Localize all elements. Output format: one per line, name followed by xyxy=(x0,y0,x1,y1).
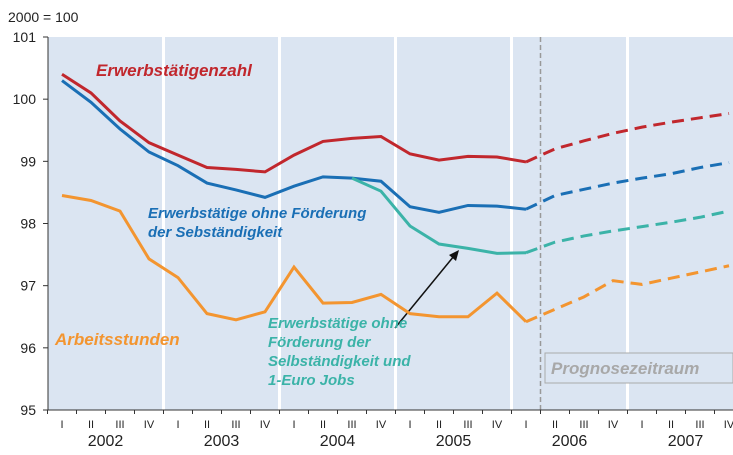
x-tick-label: IV xyxy=(492,419,503,431)
y-tick-label: 95 xyxy=(20,402,36,418)
x-tick-label: I xyxy=(176,419,179,431)
series-line xyxy=(61,194,528,323)
year-label: 2007 xyxy=(668,433,704,450)
series-line xyxy=(61,73,527,174)
y-tick-label: 96 xyxy=(20,340,36,356)
x-tick-label: II xyxy=(320,419,326,431)
x-tick-label: I xyxy=(60,419,63,431)
series-line xyxy=(61,79,527,214)
x-tick-label: II xyxy=(88,419,94,431)
year-label: 2005 xyxy=(436,433,472,450)
unit-label: 2000 = 100 xyxy=(8,9,79,25)
annotation-arrow xyxy=(394,255,455,329)
arrow-head xyxy=(449,250,459,261)
x-tick-label: III xyxy=(695,419,704,431)
x-tick-label: II xyxy=(668,419,674,431)
x-tick-label: III xyxy=(231,419,240,431)
forecast-label: Prognosezeitraum xyxy=(551,359,699,378)
y-tick-label: 97 xyxy=(20,278,36,294)
y-tick-label: 101 xyxy=(13,29,37,45)
y-tick-label: 98 xyxy=(20,216,36,232)
y-tick-label: 100 xyxy=(13,91,37,107)
x-tick-label: IV xyxy=(144,419,155,431)
year-label: 2006 xyxy=(552,433,588,450)
x-tick-label: III xyxy=(347,419,356,431)
x-tick-label: IV xyxy=(376,419,387,431)
year-label: 2004 xyxy=(320,433,356,450)
x-tick-label: II xyxy=(436,419,442,431)
year-label: 2003 xyxy=(204,433,240,450)
forecast-box xyxy=(544,352,733,384)
series-line xyxy=(351,176,527,255)
x-tick-label: II xyxy=(552,419,558,431)
forecast-line xyxy=(525,209,730,255)
x-tick-label: III xyxy=(115,419,124,431)
x-tick-label: I xyxy=(524,419,527,431)
x-tick-label: III xyxy=(579,419,588,431)
year-label: 2002 xyxy=(88,433,124,450)
series-label: Erwerbstätige ohne Förderung der Selbständ… xyxy=(268,315,411,389)
x-tick-label: IV xyxy=(260,419,271,431)
series-label: Erwerbstätigenzahl xyxy=(96,61,253,80)
series-label: Arbeitsstunden xyxy=(54,330,180,349)
forecast-line xyxy=(525,111,730,164)
x-tick-label: II xyxy=(204,419,210,431)
x-tick-label: I xyxy=(640,419,643,431)
forecast-line xyxy=(525,161,730,211)
forecast-line xyxy=(525,264,730,324)
series-label: Erwerbstätige ohne Förderung der Sebständ… xyxy=(148,205,366,241)
x-tick-label: IV xyxy=(608,419,619,431)
y-tick-label: 99 xyxy=(20,153,36,169)
x-tick-label: I xyxy=(408,419,411,431)
x-tick-label: I xyxy=(292,419,295,431)
x-tick-label: III xyxy=(463,419,472,431)
x-tick-label: IV xyxy=(724,419,733,431)
